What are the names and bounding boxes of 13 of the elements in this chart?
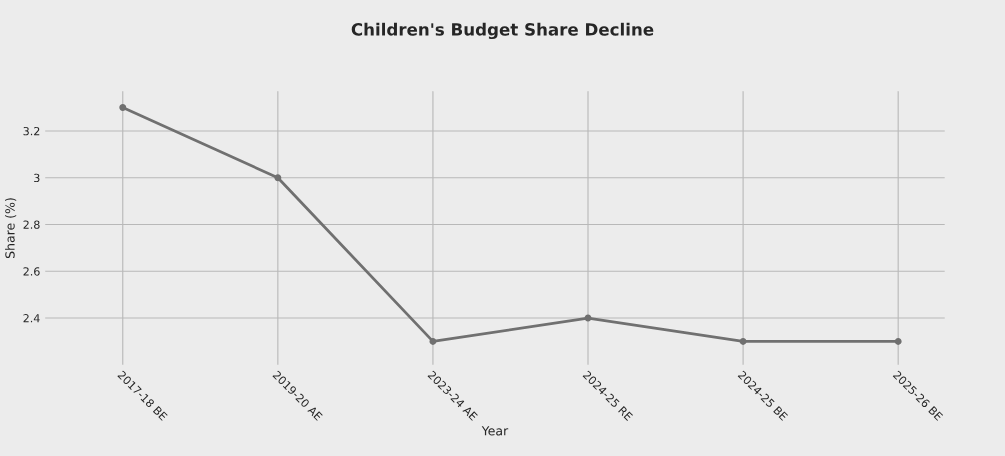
y-axis-title: Share (%) [5, 198, 17, 259]
point [119, 104, 127, 112]
y-tick-label: 2.8 [23, 220, 40, 229]
y-tick-label: 3 [34, 173, 40, 183]
y-tick-label: 2.6 [23, 267, 40, 276]
chart-title: Children's Budget Share Decline [351, 22, 654, 40]
y-tick-label: 3.2 [23, 126, 40, 136]
point [894, 337, 902, 345]
point [739, 337, 747, 345]
x-axis-title: Year [481, 426, 509, 436]
point [429, 337, 437, 345]
y-tick-label: 2.4 [23, 314, 40, 323]
point [274, 174, 282, 182]
